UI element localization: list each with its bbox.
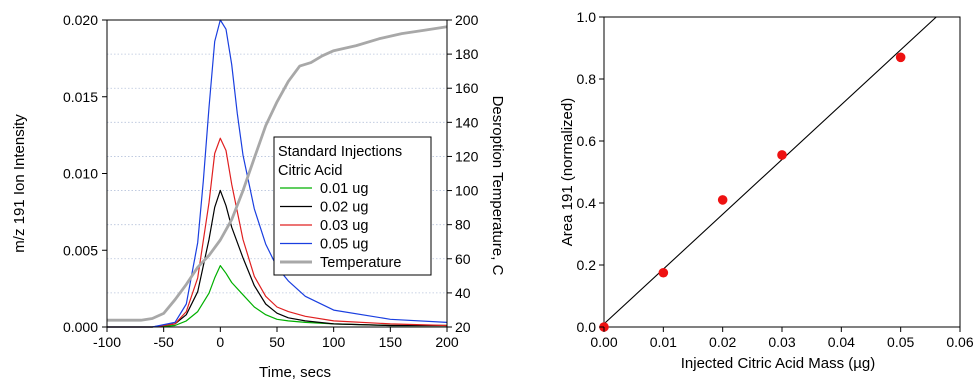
y-tick-label: 0.010 (63, 166, 98, 182)
y2-tick-label: 100 (455, 183, 479, 199)
fit-line (604, 17, 937, 325)
x-tick-label: 200 (435, 334, 459, 350)
x-tick-label-2: 0.02 (709, 334, 736, 350)
y-tick-label: 0.000 (63, 319, 98, 335)
data-point (717, 195, 728, 205)
y-tick-label-2: 0.0 (577, 319, 597, 335)
y-tick-label-2: 1.0 (577, 9, 597, 25)
data-point (658, 267, 669, 278)
series-line-2 (107, 137, 448, 328)
series-line-4 (107, 25, 448, 322)
x-tick-label: 0 (216, 334, 224, 350)
x-axis-label-2: Injected Citric Acid Mass (µg) (681, 355, 876, 372)
y-axis-label-2: Area 191 (normalized) (559, 98, 576, 246)
y2-tick-label: 80 (455, 217, 471, 233)
y-tick-label-2: 0.8 (577, 71, 597, 87)
legend-label: 0.05 ug (320, 237, 368, 253)
y2-tick-label: 140 (455, 114, 479, 130)
y-tick-label-2: 0.2 (577, 257, 597, 273)
x-tick-label-2: 0.05 (887, 334, 914, 350)
x-tick-label: 100 (322, 334, 346, 350)
plot-frame-2 (603, 16, 961, 328)
legend-title: Standard Injections (278, 144, 402, 160)
legend-label: 0.01 ug (320, 181, 368, 197)
y-tick-label: 0.015 (63, 89, 98, 105)
y-tick-label-2: 0.4 (577, 195, 597, 211)
legend-label: 0.03 ug (320, 218, 368, 234)
y2-tick-label: 180 (455, 46, 479, 62)
y2-tick-label: 120 (455, 148, 479, 164)
y-axis-label: m/z 191 Ion Intensity (11, 114, 28, 253)
series-line-1 (107, 189, 447, 328)
x-tick-label: 50 (269, 334, 285, 350)
y2-tick-label: 20 (455, 319, 471, 335)
y-tick-label: 0.020 (63, 12, 98, 28)
series-line-0 (107, 265, 447, 328)
y-tick-label-2: 0.6 (577, 133, 597, 149)
y2-axis-label: Desroption Temperature, C (489, 96, 506, 276)
data-point (895, 52, 906, 63)
x-tick-label-2: 0.00 (590, 334, 617, 350)
x-tick-label-2: 0.03 (768, 334, 795, 350)
legend-title: Citric Acid (278, 163, 342, 179)
x-tick-label: -100 (93, 334, 121, 350)
legend-label: Temperature (320, 255, 401, 271)
x-axis-label: Time, secs (259, 364, 331, 381)
y2-tick-label: 200 (455, 12, 479, 28)
y-tick-label: 0.005 (63, 242, 98, 258)
data-point (777, 150, 787, 160)
series-line-3 (107, 19, 448, 328)
x-tick-label: 150 (379, 334, 403, 350)
legend-label: 0.02 ug (320, 200, 368, 216)
y2-tick-label: 160 (455, 80, 479, 96)
y2-tick-label: 60 (455, 251, 471, 267)
x-tick-label-2: 0.04 (828, 334, 855, 350)
y2-tick-label: 40 (455, 285, 471, 301)
x-tick-label: -50 (154, 334, 174, 350)
x-tick-label-2: 0.01 (650, 334, 677, 350)
x-tick-label-2: 0.06 (946, 334, 973, 350)
